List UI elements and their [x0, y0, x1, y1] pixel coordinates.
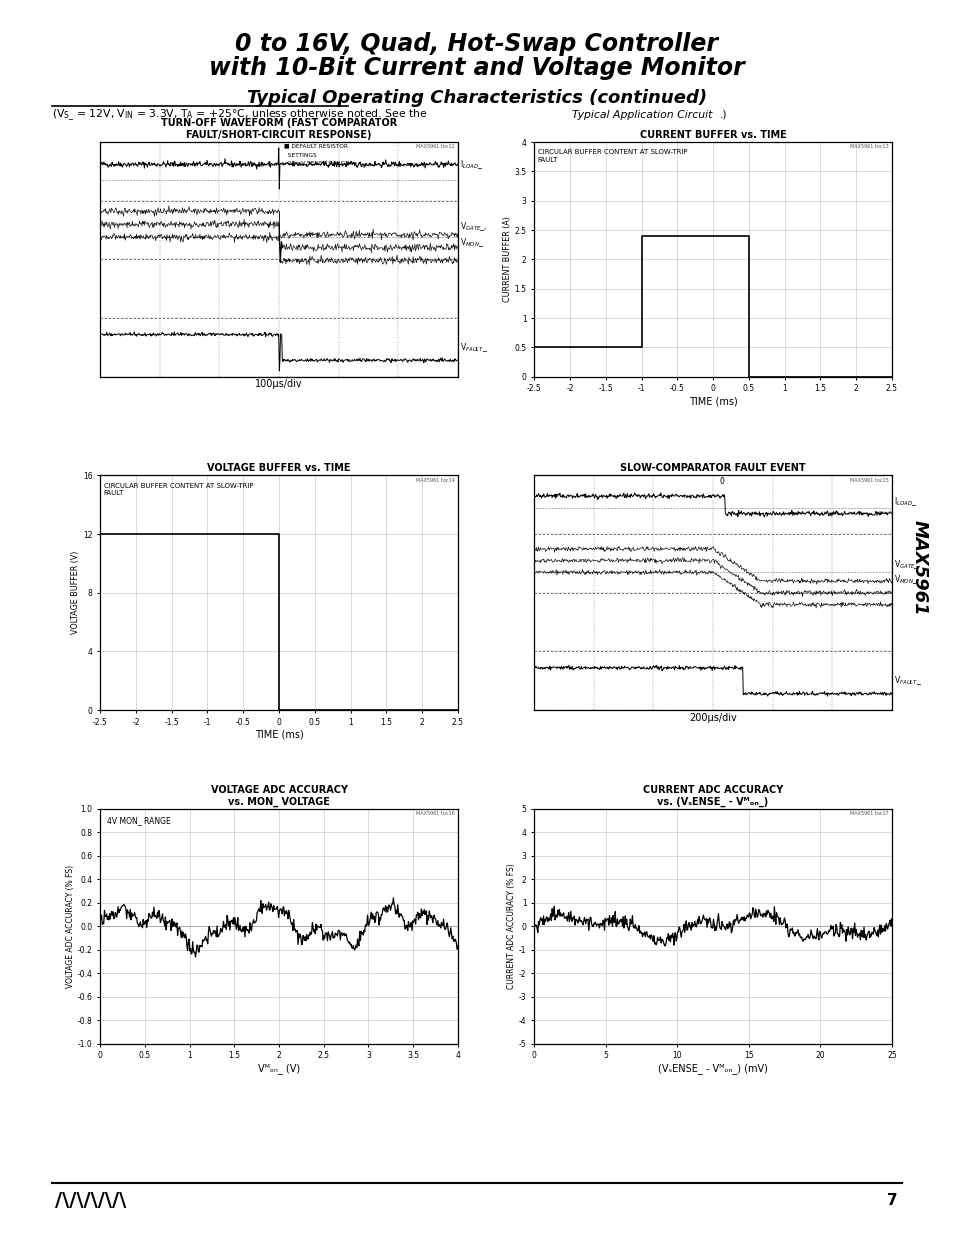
- X-axis label: 200μs/div: 200μs/div: [688, 713, 737, 722]
- Text: CIRCULAR BUFFER CONTENT AT SLOW-TRIP
FAULT: CIRCULAR BUFFER CONTENT AT SLOW-TRIP FAU…: [537, 149, 686, 163]
- Text: MAX5961 toc12: MAX5961 toc12: [416, 144, 454, 149]
- Text: V$_{{GATE}}$_,
V$_{{MON}}$_: V$_{{GATE}}$_, V$_{{MON}}$_: [893, 558, 921, 587]
- Y-axis label: VOLTAGE BUFFER (V): VOLTAGE BUFFER (V): [71, 551, 80, 635]
- Y-axis label: CURRENT BUFFER (A): CURRENT BUFFER (A): [502, 216, 511, 303]
- Text: CIRCULAR BUFFER CONTENT AT SLOW-TRIP
FAULT: CIRCULAR BUFFER CONTENT AT SLOW-TRIP FAU…: [104, 483, 253, 496]
- Text: I$_{{LOAD}}$_: I$_{{LOAD}}$_: [893, 495, 917, 509]
- Text: /\/\/\/\/\: /\/\/\/\/\: [55, 1191, 127, 1210]
- Y-axis label: CURRENT ADC ACCURACY (% FS): CURRENT ADC ACCURACY (% FS): [507, 863, 516, 989]
- Text: MAX5961: MAX5961: [910, 520, 927, 616]
- Y-axis label: VOLTAGE ADC ACCURACY (% FS): VOLTAGE ADC ACCURACY (% FS): [66, 864, 74, 988]
- Text: MAX5961 toc17: MAX5961 toc17: [849, 811, 887, 816]
- Text: 4V MON_ RANGE: 4V MON_ RANGE: [107, 816, 171, 825]
- Text: 25mV SENSE RANGE: 25mV SENSE RANGE: [283, 162, 349, 167]
- Text: 0: 0: [719, 477, 723, 485]
- Text: SETTINGS: SETTINGS: [283, 153, 316, 158]
- Title: CURRENT ADC ACCURACY
vs. (VₛENSE_ - Vᴹₒₙ_): CURRENT ADC ACCURACY vs. (VₛENSE_ - Vᴹₒₙ…: [642, 785, 782, 806]
- Text: I$_{{LOAD}}$_: I$_{{LOAD}}$_: [459, 158, 483, 170]
- Text: with 10-Bit Current and Voltage Monitor: with 10-Bit Current and Voltage Monitor: [209, 56, 744, 80]
- Title: VOLTAGE ADC ACCURACY
vs. MON_ VOLTAGE: VOLTAGE ADC ACCURACY vs. MON_ VOLTAGE: [211, 785, 347, 806]
- Text: Typical Application Circuit: Typical Application Circuit: [572, 110, 712, 120]
- Text: MAX5961 toc14: MAX5961 toc14: [416, 478, 454, 483]
- Title: VOLTAGE BUFFER vs. TIME: VOLTAGE BUFFER vs. TIME: [207, 463, 351, 473]
- Text: 7: 7: [885, 1193, 897, 1208]
- X-axis label: TIME (ms): TIME (ms): [254, 730, 303, 740]
- Text: V$_{{FAULT}}$_: V$_{{FAULT}}$_: [893, 674, 922, 687]
- Title: TURN-OFF WAVEFORM (FAST COMPARATOR
FAULT/SHORT-CIRCUIT RESPONSE): TURN-OFF WAVEFORM (FAST COMPARATOR FAULT…: [161, 119, 396, 140]
- Text: 0 to 16V, Quad, Hot-Swap Controller: 0 to 16V, Quad, Hot-Swap Controller: [235, 32, 718, 57]
- Text: V$_{{GATE}}$_,
V$_{{MON}}$_: V$_{{GATE}}$_, V$_{{MON}}$_: [459, 221, 487, 248]
- Text: V$_{{FAULT}}$_: V$_{{FAULT}}$_: [459, 341, 488, 353]
- Text: MAX5961 toc16: MAX5961 toc16: [416, 811, 454, 816]
- Text: ■ DEFAULT RESISTOR: ■ DEFAULT RESISTOR: [283, 143, 348, 148]
- Title: SLOW-COMPARATOR FAULT EVENT: SLOW-COMPARATOR FAULT EVENT: [619, 463, 805, 473]
- Text: MAX5961 toc13: MAX5961 toc13: [849, 144, 887, 149]
- X-axis label: (VₛENSE_ - Vᴹₒₙ_) (mV): (VₛENSE_ - Vᴹₒₙ_) (mV): [658, 1063, 767, 1074]
- Title: CURRENT BUFFER vs. TIME: CURRENT BUFFER vs. TIME: [639, 130, 785, 140]
- Text: (V$_{\mathregular{S\_}}$ = 12V, V$_{\mathregular{IN}}$ = 3.3V, T$_{\mathregular{: (V$_{\mathregular{S\_}}$ = 12V, V$_{\mat…: [52, 107, 428, 122]
- X-axis label: TIME (ms): TIME (ms): [688, 396, 737, 406]
- X-axis label: Vᴹₒₙ_ (V): Vᴹₒₙ_ (V): [257, 1063, 300, 1074]
- Text: Typical Operating Characteristics (continued): Typical Operating Characteristics (conti…: [247, 89, 706, 106]
- Text: MAX5961 toc15: MAX5961 toc15: [849, 478, 887, 483]
- Text: .): .): [720, 110, 727, 120]
- X-axis label: 100μs/div: 100μs/div: [255, 379, 302, 389]
